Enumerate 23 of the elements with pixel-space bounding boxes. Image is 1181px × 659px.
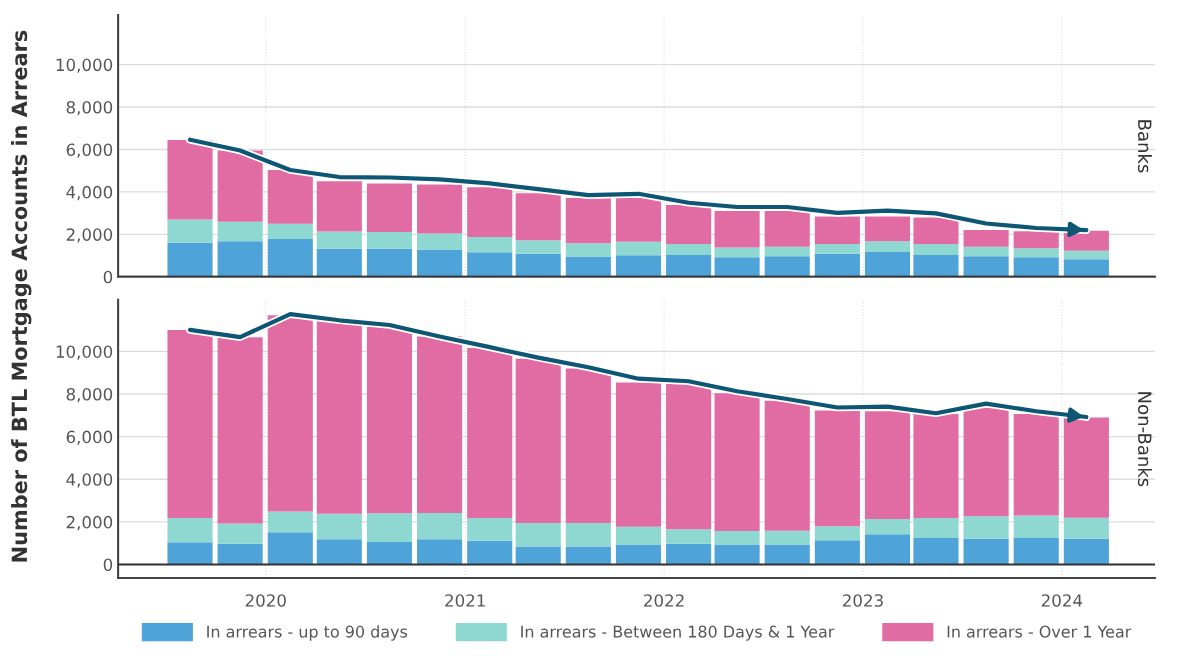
y-tick-label: 2,000 [66,515,113,531]
text: Non-Banks [1137,392,1152,487]
x-tick-label: 2024 [1041,594,1083,607]
y-tick-label: 10,000 [56,345,113,360]
y-tick-label: 0 [103,270,113,284]
legend-label: In arrears - Between 180 Days & 1 Year [521,625,835,641]
y-tick-label: 2,000 [66,228,113,243]
x-tick-label: 2023 [842,594,883,607]
y-tick-label: 4,000 [66,473,113,488]
y-tick-label: 10,000 [56,58,113,73]
y-axis-title: Number of BTL Mortgage Accounts in Arrears [11,30,32,562]
legend-label: In arrears - up to 90 days [207,625,408,641]
y-tick-label: 6,000 [66,430,113,445]
y-tick-label: 6,000 [66,143,113,158]
y-tick-label: 8,000 [66,388,113,403]
y-tick-label: 4,000 [66,185,113,201]
x-tick-label: 2020 [245,594,286,607]
x-tick-label: 2022 [644,594,684,607]
y-tick-label: 8,000 [66,100,113,116]
text: Banks [1137,120,1152,173]
y-tick-label: 0 [103,558,113,572]
x-tick-label: 2021 [445,594,485,607]
legend-label: In arrears - Over 1 Year [947,625,1132,638]
